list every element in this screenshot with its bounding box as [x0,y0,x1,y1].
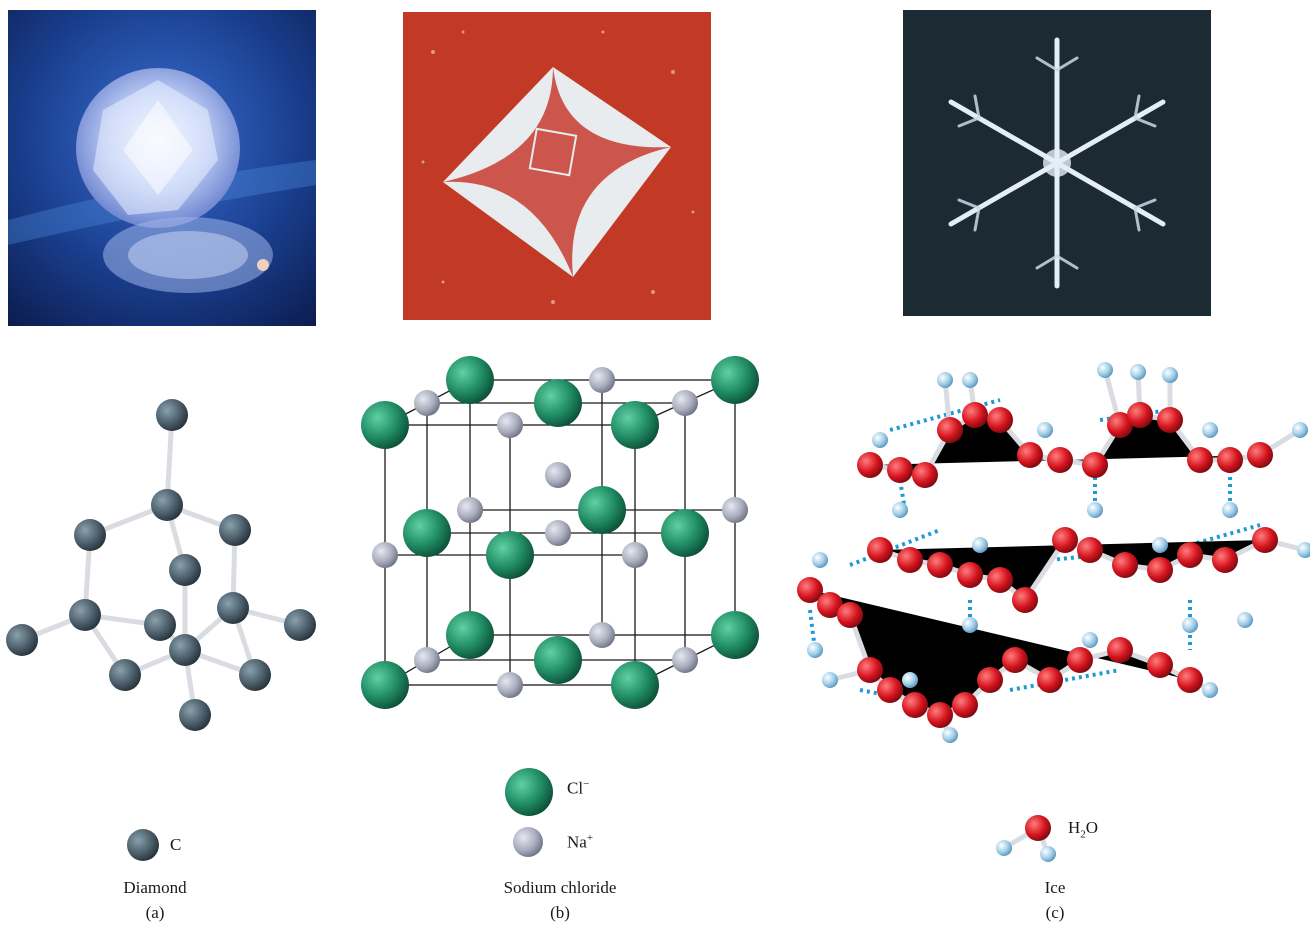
salt-crystal-photo [403,12,711,320]
sodium-symbol: Na+ [567,832,593,853]
legend-sodium-chloride: Cl− Na+ [500,762,640,872]
chloride-symbol: Cl− [567,778,589,799]
panel-title: Diamond [80,878,230,898]
panel-letter: (c) [980,903,1130,923]
hydrogen-atom-icon [996,840,1012,856]
snowflake-photo [903,10,1211,316]
panel-letter: (a) [80,903,230,923]
caption-diamond: Diamond (a) [80,878,230,923]
panel-letter: (b) [460,903,660,923]
carbon-symbol: C [170,835,181,855]
caption-sodium-chloride: Sodium chloride (b) [460,878,660,923]
panel-title: Ice [980,878,1130,898]
chloride-ion-icon [505,768,553,816]
legend-ice: H2O [990,808,1130,868]
diamond-lattice-model [0,390,330,740]
sodium-ion-icon [513,827,543,857]
hydrogen-atom-icon [1040,846,1056,862]
oxygen-atom-icon [1025,815,1051,841]
sodium-chloride-lattice-model [355,355,765,725]
ice-lattice-model [790,360,1310,760]
carbon-atom-icon [127,829,159,861]
diamond-photo [8,10,316,326]
panel-title: Sodium chloride [460,878,660,898]
water-formula: H2O [1068,818,1098,840]
legend-diamond: C [120,825,240,865]
caption-ice: Ice (c) [980,878,1130,923]
